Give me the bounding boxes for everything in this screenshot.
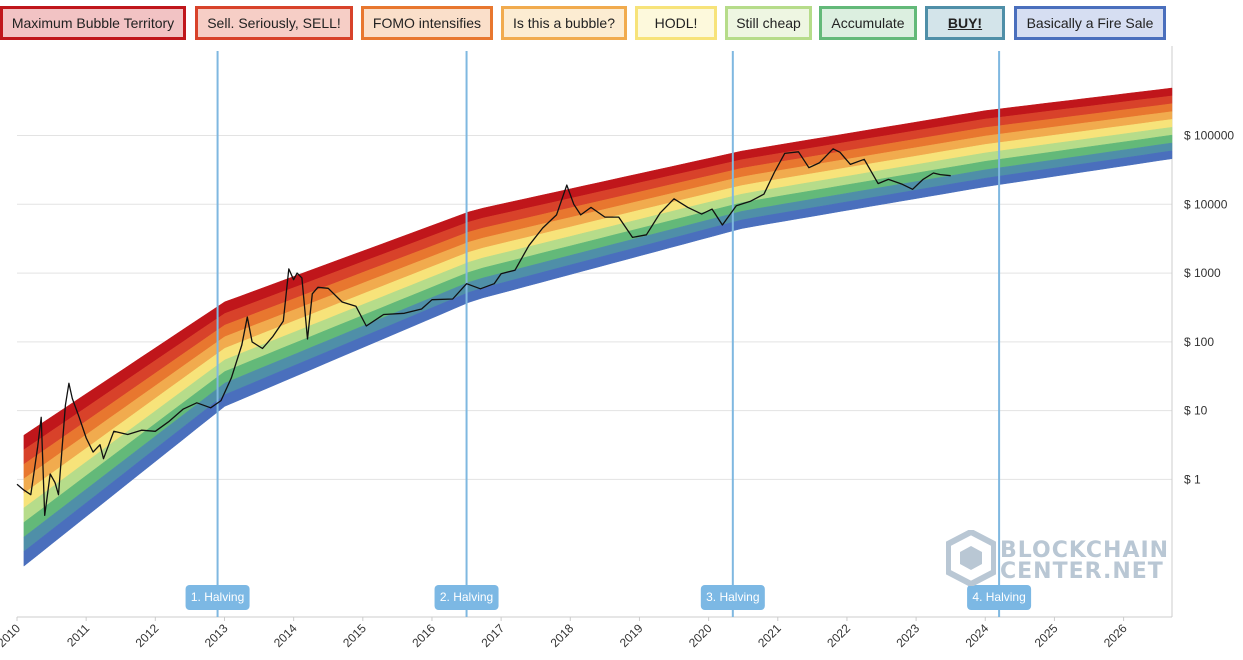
- legend-button-2[interactable]: FOMO intensifies: [361, 6, 493, 40]
- y-tick-label-4: $ 10000: [1184, 197, 1228, 211]
- rainbow-bands: [23, 87, 1173, 567]
- x-tick-label-0: 2010: [0, 621, 23, 650]
- halving-badge-1: [434, 585, 499, 610]
- x-tick-label-13: 2023: [893, 621, 922, 650]
- legend-button-5[interactable]: Still cheap: [725, 6, 812, 40]
- y-axis: $ 1 $ 10 $ 100 $ 1000 $ 10000 $ 100000: [1184, 128, 1234, 486]
- y-tick-label-1: $ 10: [1184, 404, 1208, 418]
- legend-button-0[interactable]: Maximum Bubble Territory: [0, 6, 186, 40]
- halving-lines: 1. Halving 2. Halving 3. Halving 4. Halving: [185, 51, 1032, 617]
- x-tick-label-5: 2015: [340, 621, 369, 650]
- legend-button-3[interactable]: Is this a bubble?: [501, 6, 627, 40]
- x-tick-label-1: 2011: [64, 621, 92, 649]
- legend-button-4[interactable]: HODL!: [635, 6, 717, 40]
- x-tick-label-9: 2019: [617, 621, 646, 650]
- x-tick-label-14: 2024: [963, 621, 992, 650]
- band-8: [23, 150, 1173, 567]
- halving-badge-3: [967, 585, 1032, 610]
- legend-button-7[interactable]: BUY!: [925, 6, 1005, 40]
- halving-badge-0: [185, 585, 250, 610]
- halving-label-0: 1. Halving: [191, 590, 244, 604]
- halving-label-1: 2. Halving: [440, 590, 493, 604]
- watermark-line2: CENTER.NET: [1000, 559, 1164, 584]
- x-tick-label-15: 2025: [1032, 621, 1061, 650]
- x-axis: 2010 2011 2012 2013 2014 2015 2016 2017 2018 2019…: [0, 617, 1130, 650]
- legend: Maximum Bubble Territory Sell. Seriously,…: [0, 6, 1243, 42]
- watermark-line1: BLOCKCHAIN: [1000, 538, 1170, 563]
- legend-button-1[interactable]: Sell. Seriously, SELL!: [195, 6, 353, 40]
- x-tick-label-4: 2014: [271, 621, 300, 650]
- y-tick-label-3: $ 1000: [1184, 266, 1221, 280]
- blockchaincenter-logo-icon: [945, 528, 997, 588]
- halving-badge-2: [700, 585, 765, 610]
- y-tick-label-2: $ 100: [1184, 335, 1214, 349]
- x-tick-label-16: 2026: [1101, 621, 1130, 650]
- btc-price-line: [16, 148, 951, 517]
- watermark: BLOCKCHAIN CENTER.NET: [945, 528, 1168, 588]
- x-tick-label-3: 2013: [202, 621, 231, 650]
- x-tick-label-6: 2016: [409, 621, 438, 650]
- y-tick-label-5: $ 100000: [1184, 128, 1234, 142]
- halving-label-3: 4. Halving: [972, 590, 1025, 604]
- x-tick-label-12: 2022: [824, 621, 853, 650]
- halving-label-2: 3. Halving: [706, 590, 759, 604]
- x-tick-label-7: 2017: [478, 621, 507, 650]
- x-tick-label-11: 2021: [755, 621, 784, 650]
- y-tick-label-0: $ 1: [1184, 472, 1201, 486]
- price-series: [16, 148, 951, 517]
- x-tick-label-10: 2020: [686, 621, 715, 650]
- x-tick-label-2: 2012: [133, 621, 162, 650]
- x-tick-label-8: 2018: [548, 621, 577, 650]
- legend-button-6[interactable]: Accumulate: [819, 6, 917, 40]
- legend-button-8[interactable]: Basically a Fire Sale: [1014, 6, 1166, 40]
